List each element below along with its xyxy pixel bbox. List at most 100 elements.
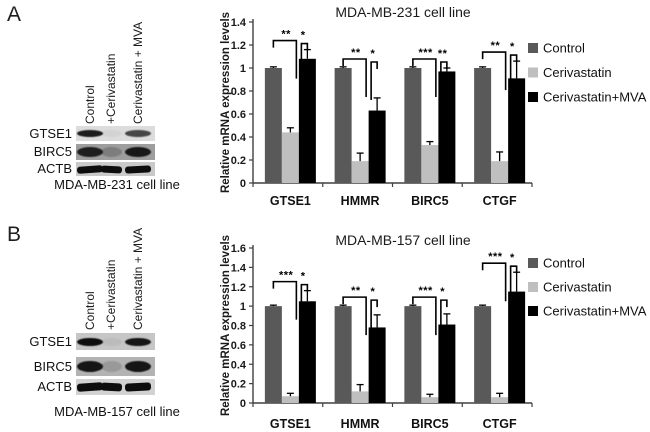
bar-control <box>334 306 352 403</box>
blot-band <box>100 382 122 392</box>
bar-cerivastatin-mva <box>368 327 386 403</box>
significance-bracket <box>481 262 507 302</box>
significance-bracket <box>370 299 378 339</box>
blot-row-actb <box>76 162 155 176</box>
blot-band <box>76 382 104 392</box>
significance-stars: * <box>440 286 445 298</box>
bar-cerivastatin-mva <box>508 78 526 183</box>
bar-cerivastatin-mva <box>368 110 386 183</box>
bar-control <box>404 68 422 183</box>
significance-stars: ** <box>351 285 361 297</box>
blot-band <box>77 147 103 157</box>
blot-band <box>125 147 151 157</box>
blot-band <box>100 147 122 157</box>
significance-stars: * <box>301 30 306 42</box>
y-axis-label: Relative mRNA expression levels <box>220 12 232 193</box>
y-tick-label: 0.8 <box>231 321 246 333</box>
legend-swatch-control <box>528 43 538 53</box>
significance-bracket <box>440 61 448 100</box>
blot-lane-label: +Cerivastatin <box>104 53 118 124</box>
legend-swatch-control <box>528 258 538 268</box>
blot-band <box>124 164 152 174</box>
blot-row-birc5 <box>76 357 155 376</box>
y-tick-label: 1.4 <box>231 262 247 274</box>
blot-band <box>77 337 103 346</box>
blot-lane-label: Control <box>83 291 97 330</box>
blot-row-label: BIRC5 <box>33 144 72 159</box>
blot-lane-label: Cerivastatin + MVA <box>131 227 145 330</box>
blot-band <box>100 164 122 174</box>
blot-band <box>100 337 122 346</box>
bar-cerivastatin <box>421 397 439 403</box>
significance-bracket <box>272 39 298 79</box>
legend-label-control: Control <box>543 256 585 271</box>
significance-stars: *** <box>488 251 503 263</box>
significance-stars: ** <box>491 40 501 52</box>
blot-lane-label: Control <box>83 85 97 124</box>
x-category-label: HMMR <box>341 194 380 208</box>
blot-row-actb <box>76 379 155 395</box>
blot-row-label: GTSE1 <box>29 333 72 349</box>
significance-stars: * <box>301 271 306 283</box>
blot-band <box>76 164 104 174</box>
bar-control <box>264 306 282 403</box>
y-tick-label: 0.4 <box>231 359 247 371</box>
significance-bracket <box>342 296 367 336</box>
blot-band <box>77 130 103 137</box>
significance-stars: ** <box>351 47 361 59</box>
x-category-label: GTSE1 <box>270 417 311 431</box>
y-tick-label: 1.2 <box>231 282 246 294</box>
y-tick-label: 0.8 <box>231 86 246 98</box>
bar-control <box>474 68 492 183</box>
blot-row-gtse1 <box>76 333 155 350</box>
x-category-label: BIRC5 <box>411 417 449 431</box>
bar-chart-mda-mb-157: MDA-MB-157 cell line Relative mRNA expres… <box>220 232 647 431</box>
chart-title: MDA-MB-231 cell line <box>335 4 471 20</box>
x-category-label: HMMR <box>341 417 380 431</box>
significance-stars: * <box>510 252 515 264</box>
blot-row-birc5 <box>76 144 155 160</box>
blot-caption: MDA-MB-231 cell line <box>54 177 180 192</box>
significance-stars: *** <box>418 47 433 59</box>
bar-cerivastatin <box>421 145 439 183</box>
blot-band <box>125 361 151 372</box>
blot-band <box>77 361 103 372</box>
bar-cerivastatin-mva <box>298 58 316 183</box>
x-category-label: CTGF <box>483 417 517 431</box>
panel-letter-a: A <box>7 3 22 26</box>
y-axis-label: Relative mRNA expression levels <box>220 235 232 416</box>
bar-cerivastatin <box>351 161 369 183</box>
bar-cerivastatin <box>491 161 509 183</box>
bar-chart-mda-mb-231: MDA-MB-231 cell line Relative mRNA expres… <box>220 4 647 208</box>
y-tick-label: 0.2 <box>231 155 246 167</box>
bar-control <box>264 68 282 183</box>
significance-bracket <box>300 283 309 323</box>
significance-stars: * <box>370 286 375 298</box>
y-tick-label: 0.2 <box>231 379 246 391</box>
bar-cerivastatin <box>351 391 369 403</box>
significance-bracket <box>440 299 448 339</box>
blot-band <box>124 382 152 392</box>
significance-bracket <box>481 51 507 91</box>
bar-cerivastatin <box>281 396 299 403</box>
significance-stars: *** <box>279 270 294 282</box>
x-category-label: CTGF <box>483 194 517 208</box>
panel-letter-b: B <box>7 223 22 246</box>
y-tick-label: 1 <box>240 301 246 313</box>
significance-bracket <box>370 61 378 100</box>
legend-label-cerivastatin: Cerivastatin <box>543 280 612 295</box>
blot-row-label: ACTB <box>37 161 72 176</box>
y-tick-label: 1.2 <box>231 40 246 52</box>
significance-stars: * <box>370 48 375 60</box>
significance-bracket <box>300 42 309 82</box>
significance-bracket <box>509 265 518 305</box>
legend-swatch-cerivastatin <box>528 67 538 78</box>
blot-band <box>125 337 151 346</box>
legend-swatch-cerivastatin-mva <box>528 92 538 102</box>
bar-control <box>474 306 492 403</box>
bar-cerivastatin-mva <box>508 291 526 403</box>
chart-title: MDA-MB-157 cell line <box>335 232 471 248</box>
bar-control <box>334 68 352 183</box>
significance-bracket <box>272 280 298 320</box>
